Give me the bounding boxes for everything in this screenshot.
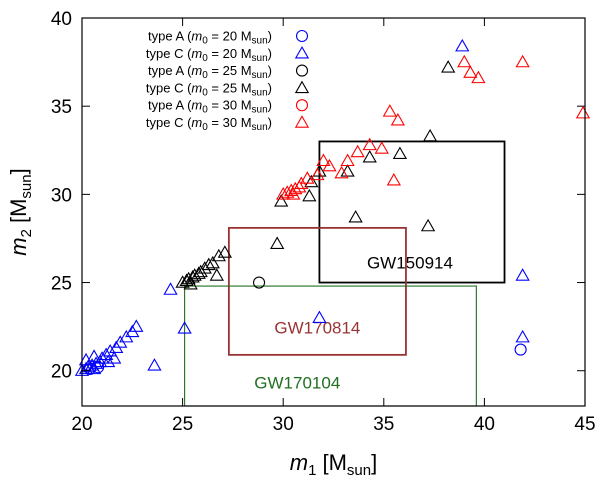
legend-marker-type-a-m0-30 bbox=[295, 99, 309, 112]
y-tick-label: 35 bbox=[51, 97, 72, 118]
point-type-c-m0-25 bbox=[422, 128, 438, 142]
point-type-c-m0-25 bbox=[201, 257, 216, 271]
point-type-c-m0-30 bbox=[362, 137, 377, 151]
point-type-c-m0-25 bbox=[193, 264, 208, 278]
point-type-c-m0-30 bbox=[300, 171, 315, 184]
point-type-c-m0-25 bbox=[420, 218, 436, 232]
legend-label-type-c-m0-30: type C (m0 = 30 Msun) bbox=[146, 115, 272, 133]
legend-marker-type-c-m0-30 bbox=[294, 115, 310, 128]
point-type-c-m0-25 bbox=[211, 248, 226, 262]
box-gw170814 bbox=[227, 226, 407, 356]
point-type-c-m0-20 bbox=[101, 354, 116, 368]
point-type-c-m0-20 bbox=[455, 38, 470, 52]
point-type-c-m0-20 bbox=[129, 319, 144, 332]
y-axis-label: m2[Msun] bbox=[6, 168, 35, 255]
box-gw150914 bbox=[318, 140, 506, 284]
x-tick-label: 25 bbox=[172, 414, 193, 435]
point-type-c-m0-20 bbox=[515, 329, 530, 343]
point-type-c-m0-30 bbox=[374, 141, 389, 154]
legend-label-type-c-m0-20: type C (m0 = 20 Msun) bbox=[146, 46, 272, 64]
legend-marker-type-a-m0-20 bbox=[295, 29, 309, 43]
point-type-c-m0-20 bbox=[515, 268, 530, 281]
point-type-c-m0-20 bbox=[177, 321, 192, 334]
point-type-c-m0-25 bbox=[304, 174, 319, 188]
point-type-c-m0-30 bbox=[334, 165, 349, 179]
point-type-c-m0-30 bbox=[386, 172, 402, 186]
point-type-a-m0-25 bbox=[253, 276, 266, 289]
legend-marker-type-c-m0-20 bbox=[294, 45, 310, 59]
legend-label-type-c-m0-25: type C (m0 = 25 Msun) bbox=[146, 80, 272, 98]
legend: type A (m0 = 20 Msun)type C (m0 = 20 Msu… bbox=[146, 29, 310, 133]
point-type-c-m0-30 bbox=[457, 54, 472, 68]
plot-frame bbox=[81, 17, 586, 407]
observation-boxes: GW150914 GW170814 GW170104 bbox=[184, 140, 506, 407]
legend-label-type-a-m0-30: type A (m0 = 30 Msun) bbox=[148, 98, 272, 116]
box-label-gw170104: GW170104 bbox=[254, 373, 340, 392]
point-type-c-m0-20 bbox=[94, 351, 110, 364]
point-type-c-m0-25 bbox=[205, 255, 220, 269]
point-type-c-m0-20 bbox=[163, 282, 178, 295]
legend-marker-type-c-m0-25 bbox=[294, 80, 310, 94]
y-tick-label: 40 bbox=[51, 9, 72, 30]
point-type-c-m0-30 bbox=[471, 70, 486, 84]
point-type-c-m0-30 bbox=[340, 153, 355, 167]
x-tick-label: 45 bbox=[574, 414, 595, 435]
point-type-c-m0-20 bbox=[86, 349, 102, 362]
x-tick-label: 35 bbox=[373, 414, 394, 435]
legend-label-type-a-m0-25: type A (m0 = 25 Msun) bbox=[148, 63, 272, 81]
point-type-c-m0-30 bbox=[463, 65, 478, 78]
point-type-c-m0-20 bbox=[147, 358, 162, 371]
point-type-c-m0-30 bbox=[322, 158, 337, 172]
point-type-c-m0-25 bbox=[362, 150, 377, 163]
box-label-gw170814: GW170814 bbox=[274, 319, 360, 338]
point-type-c-m0-25 bbox=[181, 271, 196, 285]
point-type-c-m0-30 bbox=[286, 187, 301, 200]
point-type-c-m0-25 bbox=[187, 268, 202, 281]
point-type-c-m0-25 bbox=[441, 60, 456, 73]
point-type-a-m0-20 bbox=[514, 343, 527, 356]
point-type-c-m0-25 bbox=[348, 209, 363, 223]
point-type-c-m0-20 bbox=[312, 310, 327, 324]
point-type-c-m0-30 bbox=[382, 104, 397, 117]
point-type-c-m0-20 bbox=[78, 361, 94, 375]
x-tick-label: 30 bbox=[273, 414, 294, 435]
point-type-c-m0-25 bbox=[183, 277, 198, 290]
point-type-c-m0-20 bbox=[107, 351, 122, 364]
x-tick-label: 20 bbox=[71, 414, 92, 435]
point-type-c-m0-20 bbox=[103, 344, 118, 357]
point-type-c-m0-25 bbox=[274, 194, 289, 207]
point-type-c-m0-30 bbox=[310, 167, 325, 181]
point-type-c-m0-25 bbox=[302, 188, 317, 202]
legend-label-type-a-m0-20: type A (m0 = 20 Msun) bbox=[148, 29, 272, 47]
point-type-c-m0-25 bbox=[175, 275, 190, 288]
point-type-c-m0-25 bbox=[217, 245, 232, 258]
point-type-c-m0-30 bbox=[350, 144, 365, 158]
x-tick-label: 40 bbox=[474, 414, 495, 435]
box-label-gw150914: GW150914 bbox=[367, 253, 453, 272]
point-type-c-m0-30 bbox=[575, 105, 591, 119]
y-tick-label: 25 bbox=[51, 274, 72, 295]
y-tick-label: 20 bbox=[51, 362, 72, 383]
point-type-c-m0-30 bbox=[316, 153, 331, 167]
data-points bbox=[74, 38, 591, 376]
point-type-c-m0-25 bbox=[340, 164, 355, 177]
point-type-c-m0-25 bbox=[392, 146, 408, 159]
y-tick-label: 30 bbox=[51, 185, 72, 206]
legend-marker-type-a-m0-25 bbox=[295, 64, 309, 77]
x-axis-label: m1 [Msun] bbox=[290, 450, 377, 479]
point-type-c-m0-25 bbox=[209, 268, 224, 281]
axis-ticks: 20 25 30 35 40 45 20 25 30 35 40 bbox=[51, 9, 596, 435]
point-type-c-m0-25 bbox=[270, 236, 285, 249]
point-type-c-m0-30 bbox=[390, 112, 406, 126]
point-type-c-m0-30 bbox=[515, 54, 530, 68]
